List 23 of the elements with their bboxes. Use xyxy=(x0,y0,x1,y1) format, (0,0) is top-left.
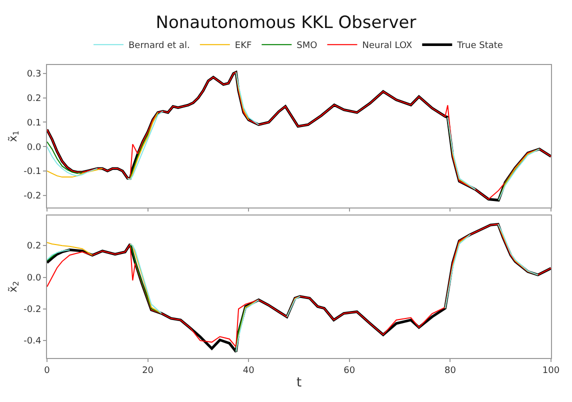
y-tick-label: 0.0 xyxy=(26,273,42,284)
y-tick-label: -0.1 xyxy=(24,167,42,178)
y-tick-label: 0.2 xyxy=(26,94,42,104)
x-tick-label: 20 xyxy=(142,366,154,376)
x-tick-label: 0 xyxy=(44,366,50,376)
x-tick-label: 40 xyxy=(242,366,255,376)
y-tick-label: -0.4 xyxy=(24,336,42,347)
y-tick-label: -0.2 xyxy=(24,305,42,316)
x-axis-title: t xyxy=(296,375,302,390)
legend-label: SMO xyxy=(296,41,318,52)
x-tick-label: 80 xyxy=(444,366,456,376)
y-tick-label: 0.1 xyxy=(26,118,42,128)
x-tick-label: 60 xyxy=(344,366,356,376)
chart-title: Nonautonomous KKL Observer xyxy=(156,12,416,33)
y-tick-label: 0.3 xyxy=(26,70,42,80)
legend-label: True State xyxy=(456,41,504,52)
y-tick-label: 0.0 xyxy=(26,142,42,153)
legend-label: EKF xyxy=(234,41,252,52)
legend-label: Bernard et al. xyxy=(128,41,190,52)
legend-label: Neural LOX xyxy=(362,41,412,52)
x-tick-label: 100 xyxy=(542,366,560,376)
y-tick-label: -0.2 xyxy=(24,191,42,202)
y-tick-label: 0.2 xyxy=(26,242,42,252)
